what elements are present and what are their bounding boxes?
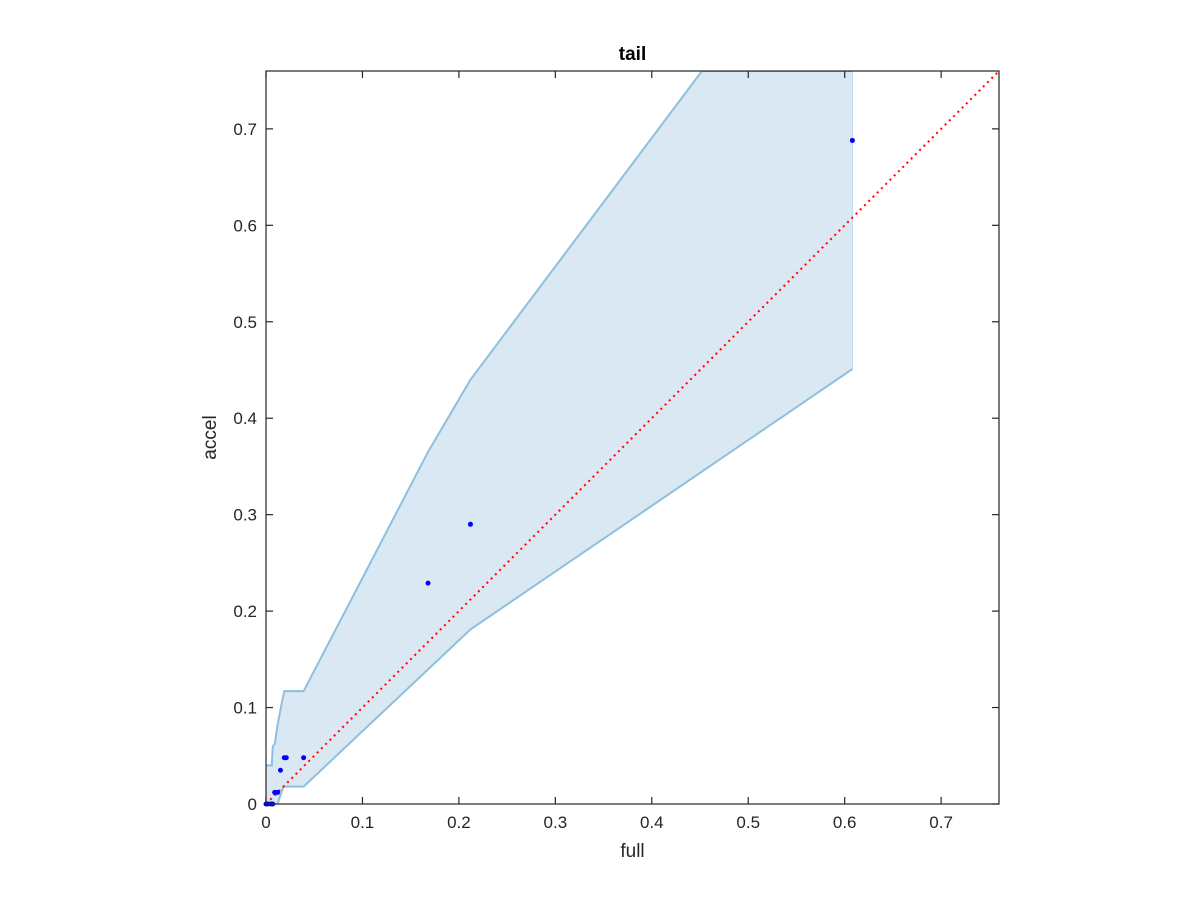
x-tick-label-3: 0.3	[544, 813, 568, 832]
x-tick-label-1: 0.1	[351, 813, 375, 832]
data-point-5	[275, 789, 281, 795]
x-tick-label-7: 0.7	[929, 813, 953, 832]
y-tick-label-3: 0.3	[233, 506, 257, 525]
x-axis-label: full	[620, 841, 644, 862]
y-tick-label-0: 0	[248, 795, 257, 814]
y-tick-label-5: 0.5	[233, 313, 257, 332]
x-tick-label-6: 0.6	[833, 813, 857, 832]
data-point-9	[301, 755, 307, 761]
confidence-band-lower	[266, 368, 853, 804]
data-point-12	[849, 137, 855, 143]
y-tick-label-6: 0.6	[233, 216, 257, 235]
y-tick-label-4: 0.4	[233, 409, 257, 428]
data-point-6	[277, 767, 283, 773]
x-tick-label-5: 0.5	[736, 813, 760, 832]
data-point-8	[283, 755, 289, 761]
x-tick-label-2: 0.2	[447, 813, 471, 832]
x-tick-label-4: 0.4	[640, 813, 664, 832]
data-point-10	[425, 580, 431, 586]
confidence-band-upper	[266, 71, 853, 767]
y-tick-label-1: 0.1	[233, 699, 257, 718]
y-tick-label-7: 0.7	[233, 120, 257, 139]
y-axis-label: accel	[200, 415, 221, 459]
chart-title: tail	[619, 44, 646, 65]
data-point-11	[467, 521, 473, 527]
plot-area: 0 0.1 0.2 0.3 0.4 0.5 0.6 0.7 0 0.1 0.2 0.3 0.4 0.5 0.…	[233, 70, 1000, 832]
x-tick-label-0: 0	[261, 813, 270, 832]
y-tick-label-2: 0.2	[233, 602, 257, 621]
axes-box	[265, 70, 1000, 805]
confidence-band-fill	[266, 71, 853, 804]
